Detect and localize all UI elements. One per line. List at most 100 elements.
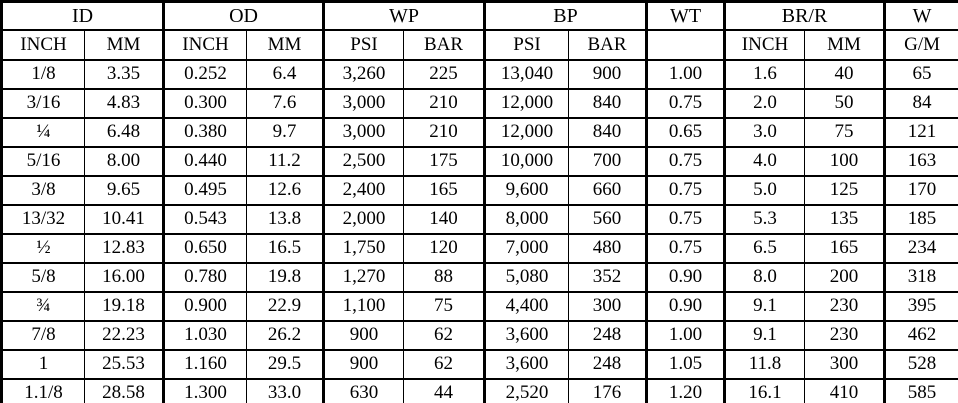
table-cell: 13.8 [246,204,324,234]
table-cell: 135 [804,204,885,234]
table-cell: 163 [883,146,958,176]
table-cell: 1.6 [723,59,805,89]
table-cell: 0.90 [645,262,725,292]
table-cell: 26.2 [246,320,324,350]
table-cell: 840 [568,117,647,147]
table-cell: 175 [403,146,485,176]
subheader-od-mm: MM [246,29,324,60]
subheader-w-gm: G/M [883,29,958,60]
table-cell: 5,080 [483,262,569,292]
table-cell: 12,000 [483,88,569,118]
table-cell: 62 [403,320,485,350]
table-cell: 900 [568,59,647,89]
table-cell: 22.9 [246,291,324,321]
table-cell: 248 [568,320,647,350]
table-row: 5/8 16.00 0.780 19.8 1,270 88 5,080 352 0.90 8.0 2… [1,262,958,292]
table-cell: 1.030 [162,320,247,350]
table-cell: 176 [568,378,647,403]
table-cell: 528 [883,349,958,379]
table-cell: 50 [804,88,885,118]
table-cell: 12.83 [83,233,164,263]
table-cell: 1.00 [645,59,725,89]
table-cell: 0.75 [645,175,725,205]
table-row: ½ 12.83 0.650 16.5 1,750 120 7,000 480 0.75 6.5 16… [1,233,958,263]
table-cell: 65 [883,59,958,89]
table-cell: 225 [403,59,485,89]
table-cell: 120 [403,233,485,263]
table-cell: 0.900 [162,291,247,321]
table-cell: 165 [804,233,885,263]
table-cell: 0.252 [162,59,247,89]
table-cell: 1,270 [322,262,404,292]
table-cell: 2,000 [322,204,404,234]
table-cell: 6.5 [723,233,805,263]
subheader-wp-bar: BAR [403,29,485,60]
table-cell: 200 [804,262,885,292]
table-cell: 585 [883,378,958,403]
table-cell: 12,000 [483,117,569,147]
table-row: 1/8 3.35 0.252 6.4 3,260 225 13,040 900 1.00 1.6 4… [1,59,958,89]
table-cell: 10.41 [83,204,164,234]
table-cell: 700 [568,146,647,176]
table-cell: 1/8 [1,59,85,89]
header-group-od: OD [162,0,324,30]
table-cell: 0.90 [645,291,725,321]
table-row: 3/16 4.83 0.300 7.6 3,000 210 12,000 840 0.75 2.0… [1,88,958,118]
table-cell: 3,600 [483,349,569,379]
table-cell: 44 [403,378,485,403]
table-cell: 210 [403,117,485,147]
subheader-bp-psi: PSI [483,29,569,60]
table-cell: 5/16 [1,146,85,176]
table-cell: 40 [804,59,885,89]
table-cell: 4,400 [483,291,569,321]
table-cell: 1.20 [645,378,725,403]
table-cell: 3.35 [83,59,164,89]
header-group-brr: BR/R [723,0,885,30]
table-cell: 185 [883,204,958,234]
table-cell: 230 [804,320,885,350]
table-cell: 170 [883,175,958,205]
header-group-row: ID OD WP BP WT BR/R W [0,0,958,30]
header-group-bp: BP [483,0,647,30]
table-cell: 28.58 [83,378,164,403]
table-cell: 560 [568,204,647,234]
table-cell: 6.48 [83,117,164,147]
table-cell: 5.0 [723,175,805,205]
table-cell: 25.53 [83,349,164,379]
subheader-bp-bar: BAR [568,29,647,60]
table-cell: 11.8 [723,349,805,379]
table-cell: 11.2 [246,146,324,176]
table-cell: 4.0 [723,146,805,176]
table-cell: 410 [804,378,885,403]
table-cell: 9.7 [246,117,324,147]
table-cell: 8.00 [83,146,164,176]
table-cell: 0.300 [162,88,247,118]
table-cell: 1,100 [322,291,404,321]
subheader-brr-inch: INCH [723,29,805,60]
table-body: 1/8 3.35 0.252 6.4 3,260 225 13,040 900 1.00 1.6 4… [1,59,958,403]
table-cell: 300 [568,291,647,321]
table-cell: 234 [883,233,958,263]
table-cell: 5.3 [723,204,805,234]
table-cell: 7/8 [1,320,85,350]
table-cell: 0.65 [645,117,725,147]
table-cell: 13,040 [483,59,569,89]
subheader-od-inch: INCH [162,29,247,60]
table-cell: 3,000 [322,117,404,147]
table-cell: 6.4 [246,59,324,89]
table-header: ID OD WP BP WT BR/R W INCH MM INCH MM PS… [0,0,958,60]
table-cell: 462 [883,320,958,350]
table-cell: 125 [804,175,885,205]
subheader-brr-mm: MM [804,29,885,60]
table-cell: 22.23 [83,320,164,350]
table-cell: 0.380 [162,117,247,147]
table-row: 3/8 9.65 0.495 12.6 2,400 165 9,600 660 0.75 5.0 1… [1,175,958,205]
table-cell: 7,000 [483,233,569,263]
table-cell: 100 [804,146,885,176]
table-cell: 13/32 [1,204,85,234]
table-cell: 0.650 [162,233,247,263]
table-row: 5/16 8.00 0.440 11.2 2,500 175 10,000 700 0.75 4.… [1,146,958,176]
table-cell: 1.00 [645,320,725,350]
table-row: ¾ 19.18 0.900 22.9 1,100 75 4,400 300 0.90 9.1 230… [1,291,958,321]
